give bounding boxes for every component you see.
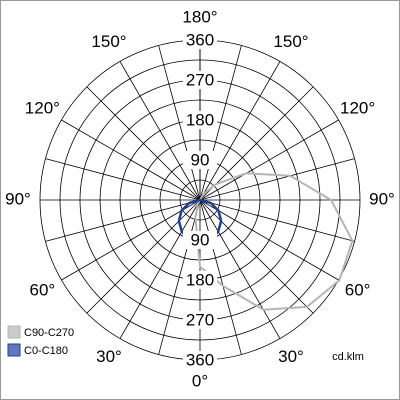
grid-spoke (158, 199, 201, 355)
angle-label: 150° (91, 32, 126, 51)
angle-label: 150° (273, 32, 308, 51)
r-tick-label: 270 (186, 70, 214, 89)
r-tick-label: 90 (191, 150, 210, 169)
angle-label: 90° (5, 189, 31, 208)
grid-spoke (199, 199, 355, 242)
angle-label: 180° (182, 7, 217, 26)
grid-spoke (61, 119, 201, 201)
angle-label: 30° (278, 347, 304, 366)
r-tick-label: 360 (186, 350, 214, 369)
grid-spoke (199, 199, 281, 339)
angle-label: 120° (25, 98, 60, 117)
angle-label: 0° (192, 371, 208, 390)
grid-spoke (199, 199, 242, 355)
grid-spoke (61, 199, 201, 281)
legend-swatch (7, 325, 21, 339)
grid-spoke (199, 119, 339, 201)
grid-spoke (199, 158, 355, 201)
label-bg (183, 311, 217, 329)
angle-label: 60° (345, 280, 371, 299)
grid-spoke (199, 61, 281, 201)
label-bg (183, 111, 217, 129)
grid-spoke (199, 199, 339, 281)
label-bg (183, 271, 217, 289)
grid-spoke (45, 199, 201, 242)
legend-swatch (7, 343, 21, 357)
grid-spoke (158, 45, 201, 201)
angle-label: 120° (340, 98, 375, 117)
label-bg (183, 71, 217, 89)
label-bg (183, 31, 217, 49)
grid-spoke (119, 61, 201, 201)
r-tick-label: 180 (186, 110, 214, 129)
grid-spoke (86, 86, 201, 201)
unit-label: cd.klm (332, 351, 364, 363)
grid-spoke (45, 158, 201, 201)
grid-spoke (86, 199, 201, 314)
label-bg (183, 231, 217, 249)
grid-spoke (199, 199, 314, 314)
legend-label: C0-C180 (24, 345, 68, 357)
r-tick-label: 180 (186, 270, 214, 289)
r-tick-label: 360 (186, 30, 214, 49)
r-tick-label: 270 (186, 310, 214, 329)
legend-label: C90-C270 (24, 327, 74, 339)
angle-label: 30° (96, 347, 122, 366)
angle-label: 60° (30, 280, 56, 299)
grid-spoke (199, 45, 242, 201)
label-bg (183, 151, 217, 169)
r-tick-label: 90 (191, 230, 210, 249)
grid-spoke (199, 86, 314, 201)
label-bg (183, 351, 217, 369)
angle-label: 90° (369, 189, 395, 208)
grid-spoke (119, 199, 201, 339)
